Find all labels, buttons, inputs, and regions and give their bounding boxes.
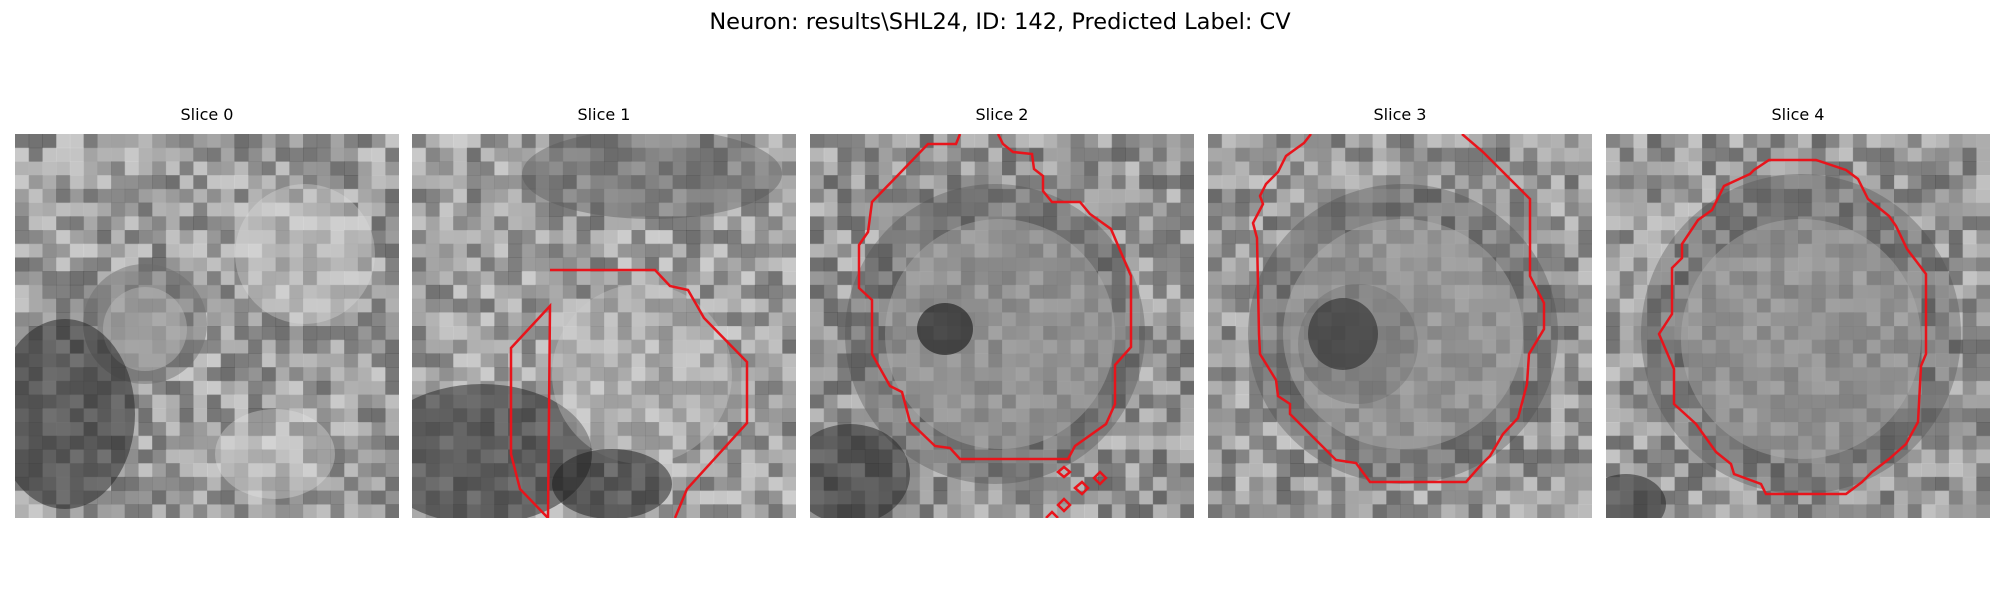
slice-image-1 [412,134,796,518]
tissue-structures [15,184,375,509]
slice-image-2 [810,134,1194,518]
slice-title: Slice 1 [577,105,631,124]
tissue-structures [810,184,1145,518]
cell-boundary-contour [509,268,749,518]
cell-boundary-contour [857,134,1133,461]
slice-title: Slice 4 [1771,105,1825,124]
microscopy-texture [810,134,1194,518]
figure-title: Neuron: results\SHL24, ID: 142, Predicte… [709,9,1291,35]
slice-image-0 [15,134,399,518]
slice-image-4 [1606,134,1990,518]
slice-title: Slice 0 [180,105,234,124]
microscopy-texture [1606,134,1990,518]
tissue-structures [1606,174,1961,518]
tissue-structures [1248,184,1558,484]
slice-title: Slice 3 [1373,105,1427,124]
tissue-structures [412,134,782,518]
microscopy-texture [1208,134,1592,518]
small-contour [1045,465,1108,518]
cell-boundary-contour [1657,158,1928,496]
cell-boundary-contour [1251,134,1546,484]
slice-image-3 [1208,134,1592,518]
slice-title: Slice 2 [975,105,1029,124]
